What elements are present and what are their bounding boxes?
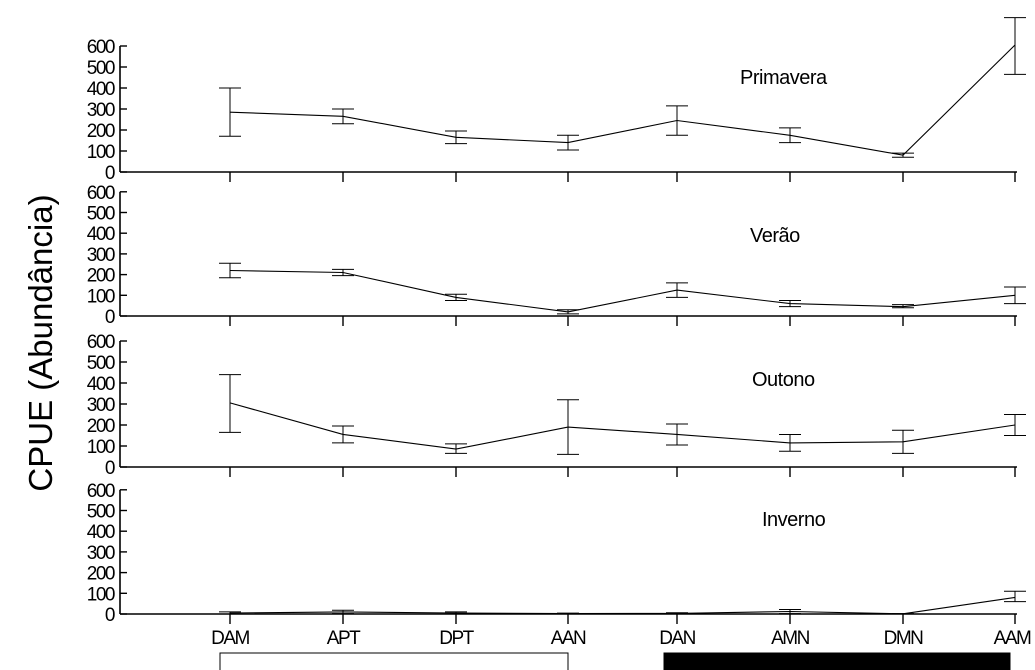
y-tick-label: 200 [87, 266, 115, 287]
y-tick-label: 600 [87, 481, 115, 502]
y-tick-label: 500 [87, 204, 115, 225]
error-bar [445, 293, 467, 301]
error-bar [332, 108, 354, 125]
error-bar [779, 299, 801, 308]
error-bar [666, 105, 688, 136]
x-category-label: DPT [439, 628, 474, 649]
y-axis-label: CPUE (Abundância) [22, 194, 59, 491]
y-tick-label: 200 [87, 121, 115, 142]
error-bar [779, 127, 801, 144]
error-bar [892, 152, 914, 158]
y-tick-label: 600 [87, 37, 115, 58]
y-tick-label: 0 [105, 307, 115, 328]
y-tick-label: 200 [87, 416, 115, 437]
panel-title: Inverno [762, 509, 826, 531]
y-tick-label: 400 [87, 522, 115, 543]
error-bar [779, 433, 801, 452]
x-category-label: DMN [884, 628, 924, 649]
panel-title: Verão [750, 225, 800, 247]
y-tick-label: 600 [87, 332, 115, 353]
series-line [229, 596, 1016, 615]
error-bar [219, 262, 241, 279]
error-bar [666, 423, 688, 446]
x-category-label: AAM [994, 628, 1031, 649]
error-bar [557, 134, 579, 151]
error-bar [779, 608, 801, 615]
error-bar [892, 304, 914, 309]
error-bar [219, 87, 241, 137]
y-tick-label: 400 [87, 79, 115, 100]
error-bar [1004, 17, 1026, 75]
y-tick-label: 500 [87, 502, 115, 523]
y-tick-label: 500 [87, 58, 115, 79]
error-bar [445, 443, 467, 454]
x-category-label: DAN [659, 628, 695, 649]
x-category-label: APT [327, 628, 361, 649]
error-bar [445, 611, 467, 615]
y-tick-label: 100 [87, 142, 115, 163]
error-bar [332, 268, 354, 277]
y-tick-label: 0 [105, 605, 115, 626]
y-tick-label: 500 [87, 353, 115, 374]
error-bar [1004, 590, 1026, 603]
error-bar [219, 611, 241, 615]
day-period-bar [219, 652, 569, 670]
y-tick-label: 300 [87, 395, 115, 416]
error-bar [666, 612, 688, 615]
y-tick-label: 100 [87, 286, 115, 307]
error-bar [557, 309, 579, 315]
series-line [229, 44, 1016, 156]
x-category-label: DAM [211, 628, 249, 649]
error-bar [557, 399, 579, 455]
series-line [229, 269, 1016, 313]
y-tick-label: 300 [87, 543, 115, 564]
y-tick-label: 100 [87, 584, 115, 605]
y-tick-label: 400 [87, 374, 115, 395]
panel-title: Outono [752, 369, 815, 391]
error-bar [332, 425, 354, 444]
error-bar [557, 612, 579, 615]
y-tick-label: 0 [105, 458, 115, 479]
y-tick-label: 300 [87, 245, 115, 266]
y-tick-label: 400 [87, 224, 115, 245]
error-bar [1004, 414, 1026, 436]
night-period-bar [663, 652, 1011, 670]
error-bar [445, 130, 467, 145]
error-bar [1004, 286, 1026, 305]
error-bar [219, 374, 241, 433]
y-tick-label: 0 [105, 163, 115, 184]
y-tick-label: 300 [87, 100, 115, 121]
error-bar [892, 429, 914, 454]
x-category-label: AMN [771, 628, 810, 649]
y-tick-label: 200 [87, 564, 115, 585]
panel-title: Primavera [740, 67, 828, 89]
x-category-label: AAN [551, 628, 586, 649]
error-bar [332, 609, 354, 615]
series-line [229, 402, 1016, 450]
y-tick-label: 100 [87, 437, 115, 458]
y-tick-label: 600 [87, 183, 115, 204]
error-bar [666, 282, 688, 298]
